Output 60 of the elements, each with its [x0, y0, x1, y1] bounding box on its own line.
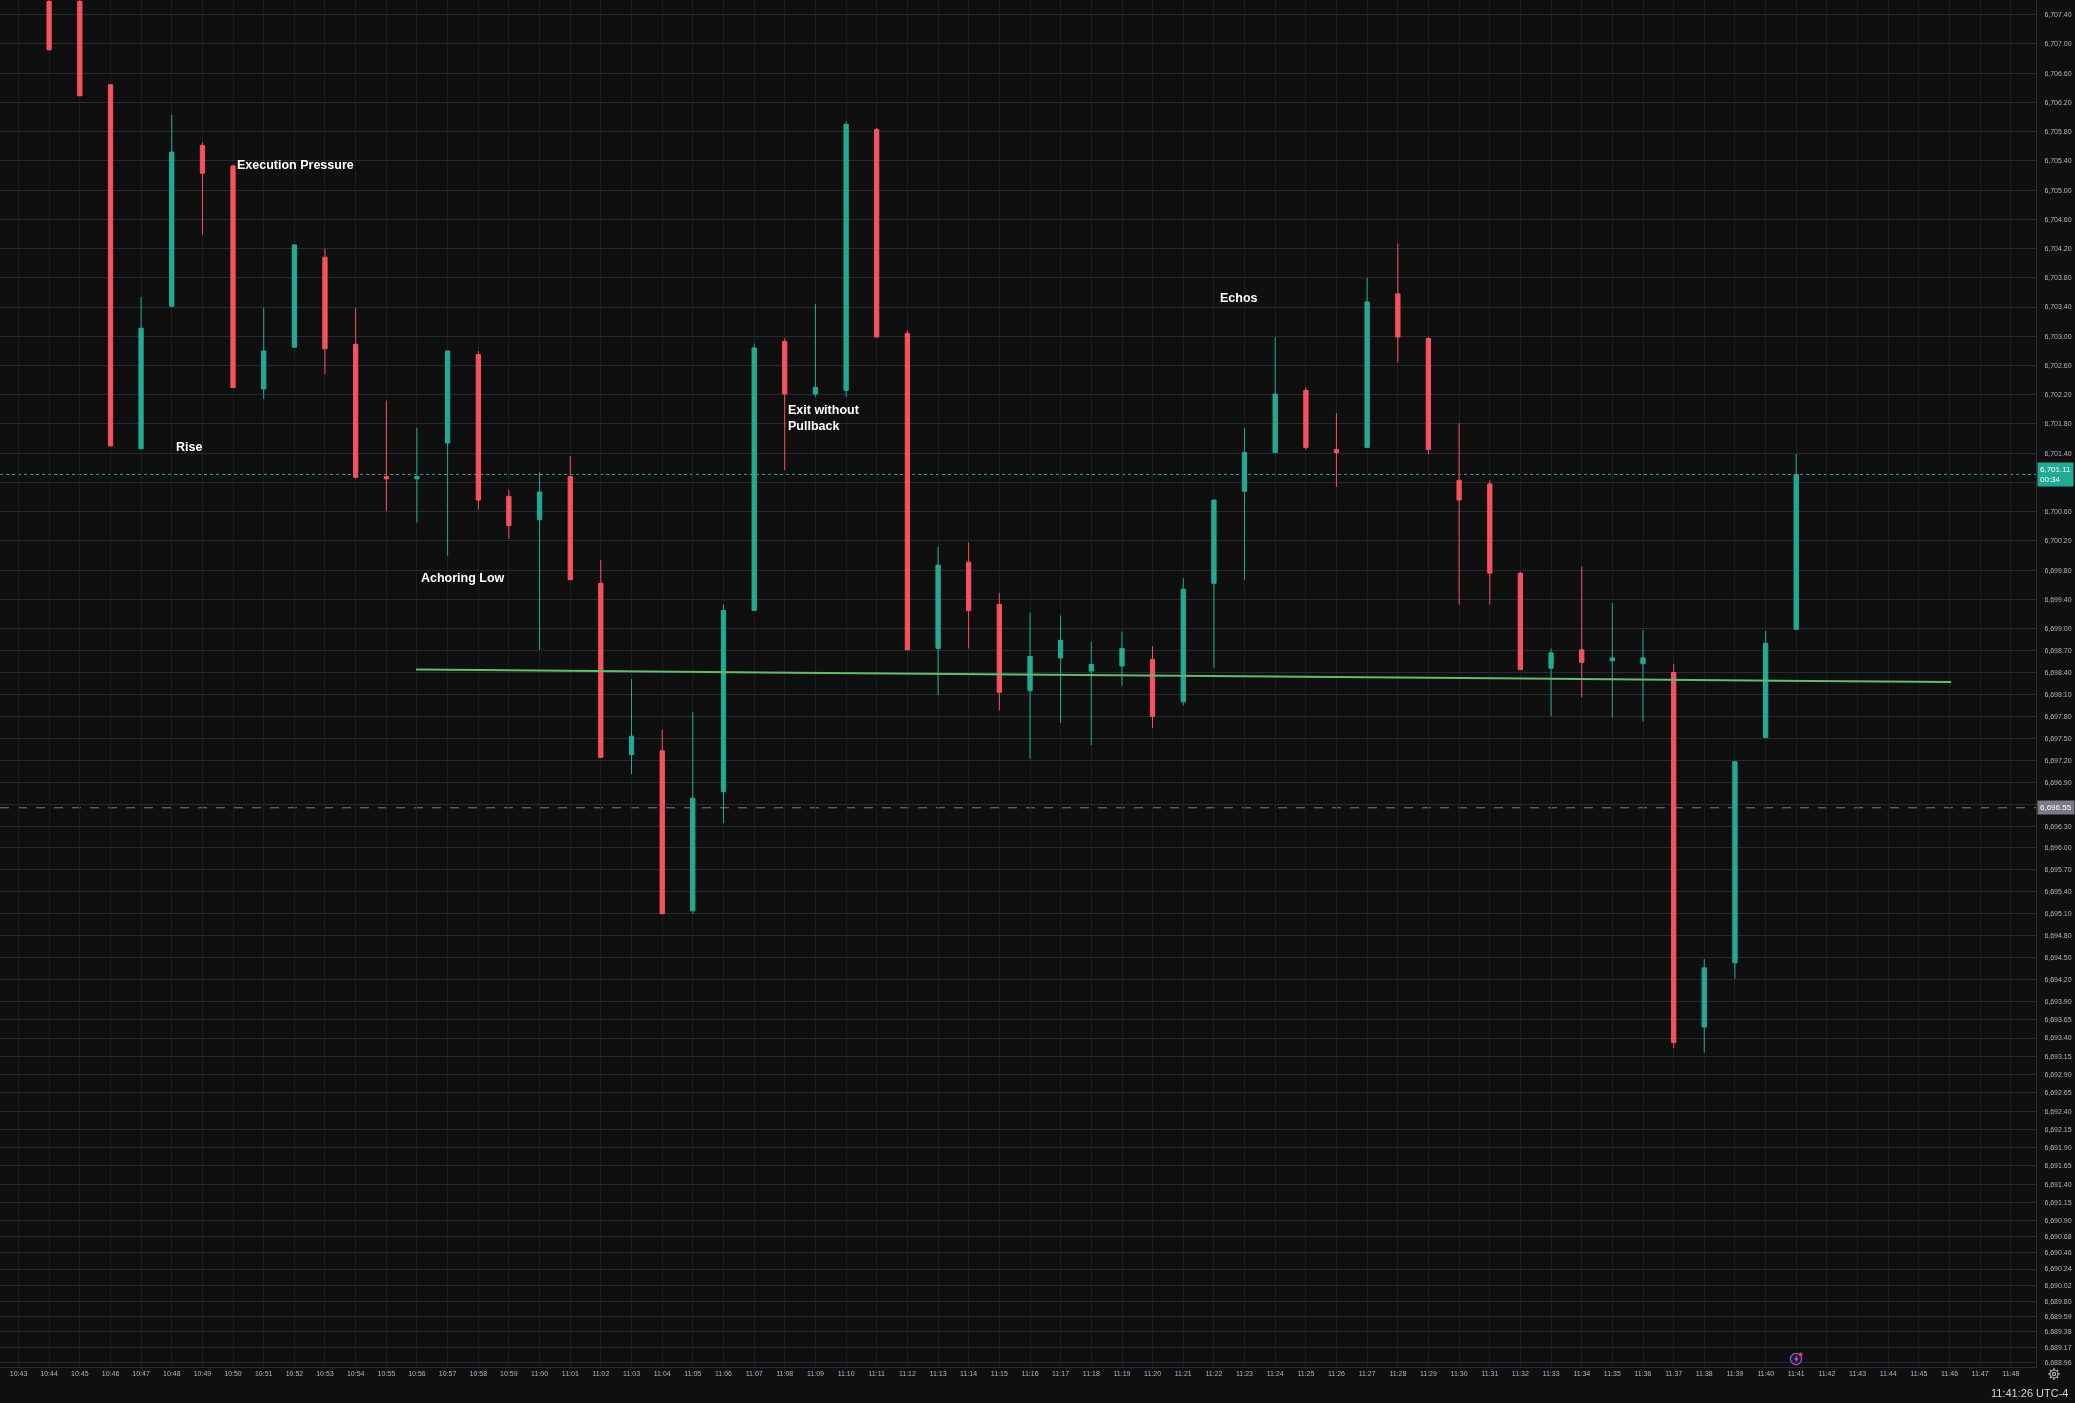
ref-line-label: 6,696.55: [2040, 803, 2072, 812]
candlestick: [1272, 336, 1278, 453]
candlestick: [138, 296, 144, 450]
candlestick: [230, 163, 236, 388]
candlestick: [1671, 663, 1677, 1049]
candlestick: [628, 678, 635, 775]
candlestick: [1640, 629, 1646, 723]
candlestick: [1763, 630, 1769, 739]
candlestick: [1333, 412, 1340, 488]
candlestick: [199, 142, 206, 236]
annotation: Achoring Low: [421, 571, 505, 585]
candlestick: [1456, 422, 1462, 606]
candlestick: [1088, 641, 1094, 746]
candlestick: [843, 120, 849, 398]
candlestick: [169, 114, 175, 307]
candlestick: [1609, 602, 1615, 719]
candlestick: [935, 546, 941, 696]
candlestick: [1027, 612, 1033, 760]
candlestick: [904, 329, 911, 651]
candlestick: [322, 248, 328, 375]
candlestick: [1425, 336, 1432, 455]
candlestick: [782, 337, 788, 471]
candlestick: [291, 243, 298, 348]
candlestick: [353, 307, 359, 479]
candlestick: [46, 0, 52, 51]
candlestick: [1211, 499, 1217, 669]
candlestick: [1579, 566, 1585, 698]
candlestick: [506, 489, 512, 540]
candlestick: [598, 559, 604, 758]
candlestick: [1180, 577, 1186, 706]
candlestick: [567, 455, 573, 581]
annotation: Echos: [1220, 291, 1258, 305]
candlestick: [996, 592, 1002, 712]
candlestick: [1303, 386, 1309, 451]
candlestick: [77, 0, 83, 97]
annotation: Execution Pressure: [237, 158, 354, 172]
candlestick: [1548, 647, 1554, 717]
candlestick: [1487, 479, 1493, 606]
candlestick: [812, 303, 819, 398]
text: 11:41:26 UTC-4: [1991, 1387, 2069, 1399]
ref-line-label: 6,701.11 00:34: [2040, 465, 2072, 485]
annotation: Exit without Pullback: [788, 403, 860, 434]
candlestick: [1057, 615, 1064, 724]
candlestick: [1119, 631, 1125, 687]
candlestick: [690, 711, 696, 915]
candlestick: [659, 729, 665, 915]
candlestick: [1395, 242, 1401, 364]
candlestick: [965, 541, 972, 649]
candlestick: [1364, 277, 1370, 448]
candlestick: [1701, 958, 1707, 1054]
candlestick: [1732, 760, 1738, 980]
candlestick: [1517, 571, 1523, 671]
candlestick: [261, 307, 267, 400]
candlestick: [383, 400, 390, 512]
candlestick: [874, 127, 880, 338]
candlestick: [475, 350, 481, 511]
annotation: Rise: [176, 440, 203, 454]
candlestick: [1149, 645, 1156, 729]
candlestick: [720, 604, 727, 824]
candlestick: [107, 83, 114, 447]
